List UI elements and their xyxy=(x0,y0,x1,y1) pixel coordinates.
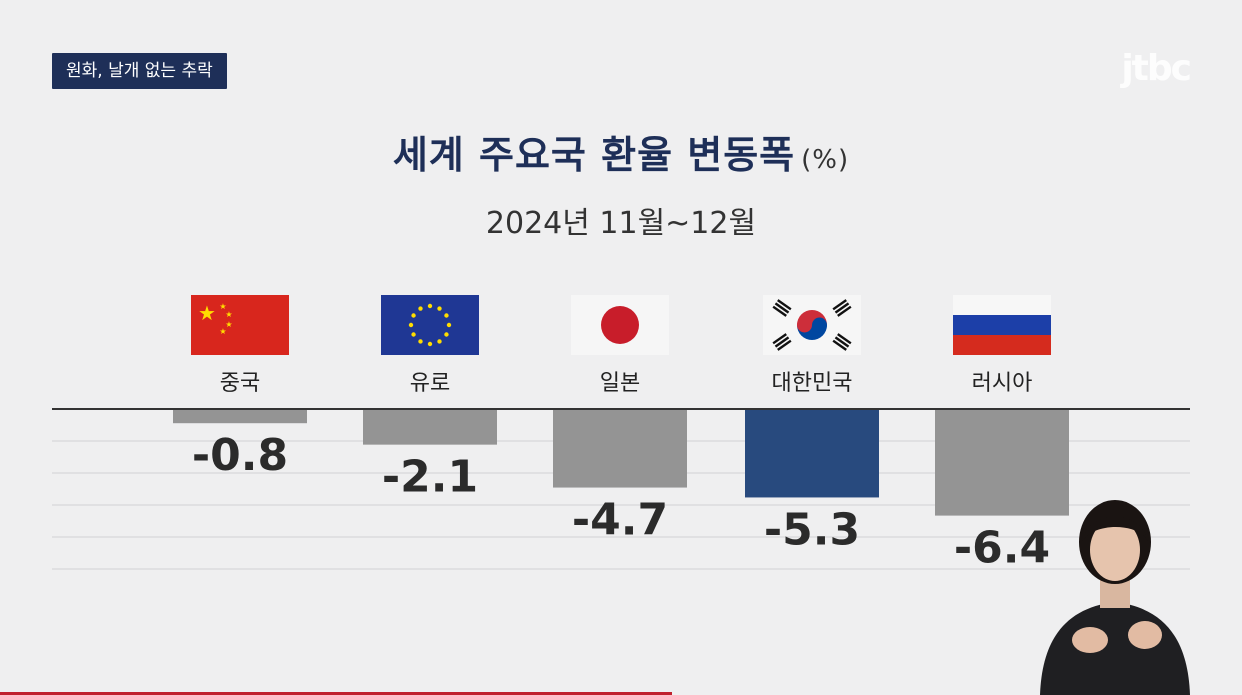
bar-대한민국 xyxy=(745,410,879,498)
korea-flag-icon xyxy=(763,295,861,355)
svg-text:★: ★ xyxy=(225,320,232,329)
bar-중국 xyxy=(173,410,307,424)
category-label: 대한민국 xyxy=(772,371,853,396)
bottom-accent-line xyxy=(0,692,672,695)
japan-flag-icon xyxy=(571,295,669,355)
sign-language-interpreter xyxy=(1040,500,1190,695)
category-label: 중국 xyxy=(220,371,260,396)
category-label: 유로 xyxy=(410,371,450,396)
bar-일본 xyxy=(553,410,687,488)
eu-flag-icon xyxy=(381,295,479,355)
value-label: -2.1 xyxy=(382,452,478,503)
svg-text:★: ★ xyxy=(219,302,226,311)
category-label: 러시아 xyxy=(972,371,1033,396)
chart-title-text: 세계 주요국 환율 변동폭 xyxy=(392,133,796,177)
bar-러시아 xyxy=(935,410,1069,516)
bar-유로 xyxy=(363,410,497,445)
category-label: 일본 xyxy=(600,371,640,396)
value-label: -5.3 xyxy=(764,504,860,555)
russia-flag-icon xyxy=(953,295,1051,355)
china-flag-icon: ★ ★★★★ xyxy=(191,295,289,355)
value-label: -4.7 xyxy=(572,495,668,546)
chart-title: 세계 주요국 환율 변동폭 (%) xyxy=(0,124,1242,179)
jtbc-logo: jtbc xyxy=(1121,48,1192,89)
headline-tag: 원화, 날개 없는 추락 xyxy=(52,53,227,89)
chart-unit: (%) xyxy=(801,145,850,175)
chart-subtitle: 2024년 11월~12월 xyxy=(485,206,757,241)
svg-text:★: ★ xyxy=(219,327,226,336)
svg-text:★: ★ xyxy=(198,301,216,325)
value-label: -0.8 xyxy=(192,430,288,481)
svg-text:★: ★ xyxy=(225,310,232,319)
value-label: -6.4 xyxy=(954,523,1050,574)
